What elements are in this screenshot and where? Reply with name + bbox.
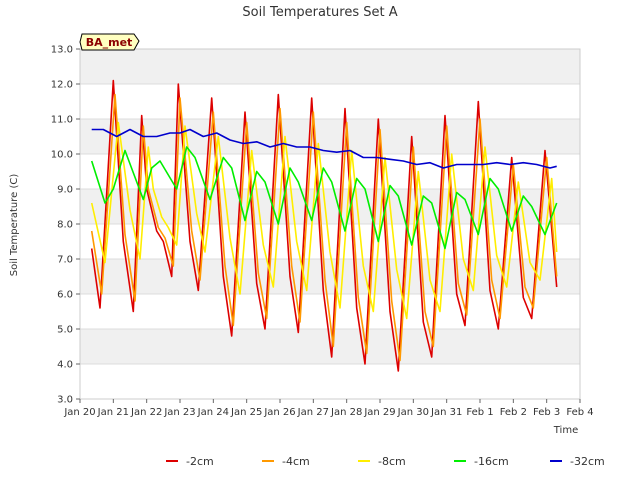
- legend-label: -8cm: [378, 455, 406, 468]
- legend: -2cm -4cm -8cm -16cm -32cm: [166, 455, 605, 468]
- x-tick-label: Feb 3: [533, 407, 560, 418]
- legend-label: -2cm: [186, 455, 214, 468]
- y-axis-label: Soil Temperature (C): [9, 174, 20, 277]
- x-tick-label: Jan 23: [163, 407, 195, 418]
- x-tick-label: Jan 25: [230, 407, 262, 418]
- x-tick-label: Jan 26: [263, 407, 295, 418]
- y-tick-label: 4.0: [57, 360, 73, 371]
- x-tick-label: Feb 4: [566, 407, 593, 418]
- x-tick-label: Feb 2: [500, 407, 527, 418]
- x-axis: Jan 20 Jan 21 Jan 22 Jan 23 Jan 24 Jan 25 Jan …: [63, 399, 594, 418]
- x-axis-label: Time: [553, 425, 578, 436]
- grid-band: [80, 119, 580, 154]
- legend-label: -4cm: [282, 455, 310, 468]
- grid-band: [80, 154, 580, 189]
- x-tick-label: Jan 29: [363, 407, 395, 418]
- plot-area: [90, 79, 558, 372]
- grid-band: [80, 84, 580, 119]
- x-tick-label: Jan 30: [397, 407, 429, 418]
- y-tick-label: 5.0: [57, 325, 73, 336]
- series-line-2cm: [90, 79, 558, 372]
- grid-band: [80, 49, 580, 84]
- x-tick-label: Jan 22: [130, 407, 162, 418]
- x-tick-label: Jan 31: [430, 407, 462, 418]
- x-tick-label: Jan 28: [330, 407, 362, 418]
- series-line-4cm: [90, 93, 558, 362]
- badge-shape: [79, 33, 140, 51]
- series-line-16cm: [90, 146, 558, 250]
- y-tick-label: 9.0: [57, 185, 73, 196]
- y-tick-label: 6.0: [57, 290, 73, 301]
- y-tick-label: 10.0: [51, 150, 73, 161]
- series-line-32cm: [91, 128, 557, 169]
- legend-label: -16cm: [474, 455, 509, 468]
- legend-label: -32cm: [570, 455, 605, 468]
- series-line-8cm: [90, 121, 558, 320]
- y-tick-label: 3.0: [57, 395, 73, 406]
- y-tick-label: 13.0: [51, 45, 73, 56]
- y-tick-label: 7.0: [57, 255, 73, 266]
- x-tick-label: Jan 20: [63, 407, 95, 418]
- y-axis: 3.0 4.0 5.0 6.0 7.0 8.0 9.0 10.0 11.0 12.0 13.0: [51, 45, 80, 406]
- badge-label: BA_met: [86, 36, 133, 49]
- x-tick-label: Jan 21: [97, 407, 129, 418]
- x-tick-label: Feb 1: [466, 407, 493, 418]
- x-tick-label: Jan 24: [197, 407, 229, 418]
- chart-title: Soil Temperatures Set A: [242, 5, 397, 20]
- y-tick-label: 8.0: [57, 220, 73, 231]
- station-badge: BA_met: [79, 33, 140, 51]
- y-tick-label: 12.0: [51, 80, 73, 91]
- x-tick-label: Jan 27: [297, 407, 329, 418]
- grid-band: [80, 364, 580, 399]
- y-tick-label: 11.0: [51, 115, 73, 126]
- grid-band: [80, 259, 580, 294]
